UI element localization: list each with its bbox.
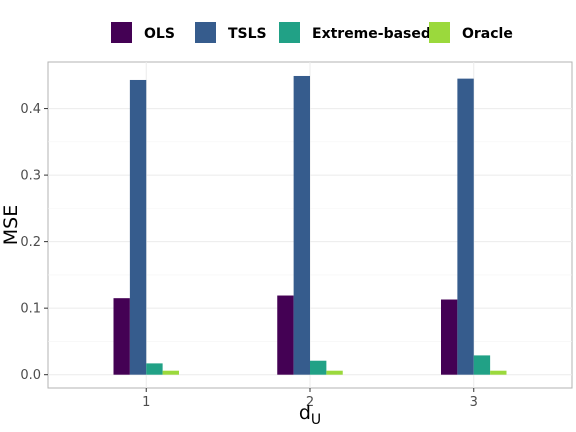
x-axis-title: dU bbox=[299, 402, 321, 428]
bar-oracle-2 bbox=[326, 370, 343, 375]
y-axis: 0.0 0.1 0.2 0.3 0.4 bbox=[20, 102, 48, 383]
legend-key-ols bbox=[111, 22, 132, 43]
y-tick-label: 0.4 bbox=[20, 102, 41, 117]
legend-item-tsls: TSLS bbox=[195, 22, 267, 43]
y-tick-label: 0.3 bbox=[20, 169, 41, 184]
bar-extreme-based-2 bbox=[310, 360, 327, 375]
x-tick-label: 1 bbox=[142, 395, 150, 410]
bar-ols-1 bbox=[113, 298, 130, 375]
legend-item-extreme-based: Extreme-based bbox=[279, 22, 431, 43]
x-axis-title-subscript: U bbox=[311, 412, 321, 428]
bar-ols-2 bbox=[277, 295, 294, 375]
y-tick-label: 0.2 bbox=[20, 235, 41, 250]
x-axis-title-main: d bbox=[299, 402, 311, 424]
y-tick-label: 0.1 bbox=[20, 302, 41, 317]
bar-ols-3 bbox=[441, 299, 458, 375]
x-tick-label: 3 bbox=[470, 395, 478, 410]
bar-tsls-2 bbox=[293, 75, 310, 375]
bar-extreme-based-1 bbox=[146, 363, 163, 375]
legend-key-tsls bbox=[195, 22, 216, 43]
y-axis-title: MSE bbox=[0, 205, 22, 245]
bar-tsls-1 bbox=[129, 79, 147, 375]
legend-label-extreme-based: Extreme-based bbox=[312, 26, 431, 42]
x-tick-label: 2 bbox=[306, 395, 314, 410]
bar-extreme-based-3 bbox=[473, 355, 491, 375]
legend-label-ols: OLS bbox=[144, 26, 175, 42]
y-tick-label: 0.0 bbox=[20, 368, 41, 383]
legend-label-tsls: TSLS bbox=[228, 26, 267, 42]
legend-label-oracle: Oracle bbox=[462, 26, 513, 42]
bar-oracle-1 bbox=[162, 370, 179, 375]
bar-oracle-3 bbox=[490, 370, 507, 375]
legend: OLS TSLS Extreme-based Oracle bbox=[111, 22, 513, 43]
legend-item-ols: OLS bbox=[111, 22, 175, 43]
legend-item-oracle: Oracle bbox=[429, 22, 513, 43]
legend-key-extreme-based bbox=[279, 22, 300, 43]
legend-key-oracle bbox=[429, 22, 450, 43]
x-axis: 1 2 3 bbox=[142, 388, 478, 410]
bars bbox=[113, 75, 507, 375]
bar-tsls-3 bbox=[457, 78, 474, 375]
